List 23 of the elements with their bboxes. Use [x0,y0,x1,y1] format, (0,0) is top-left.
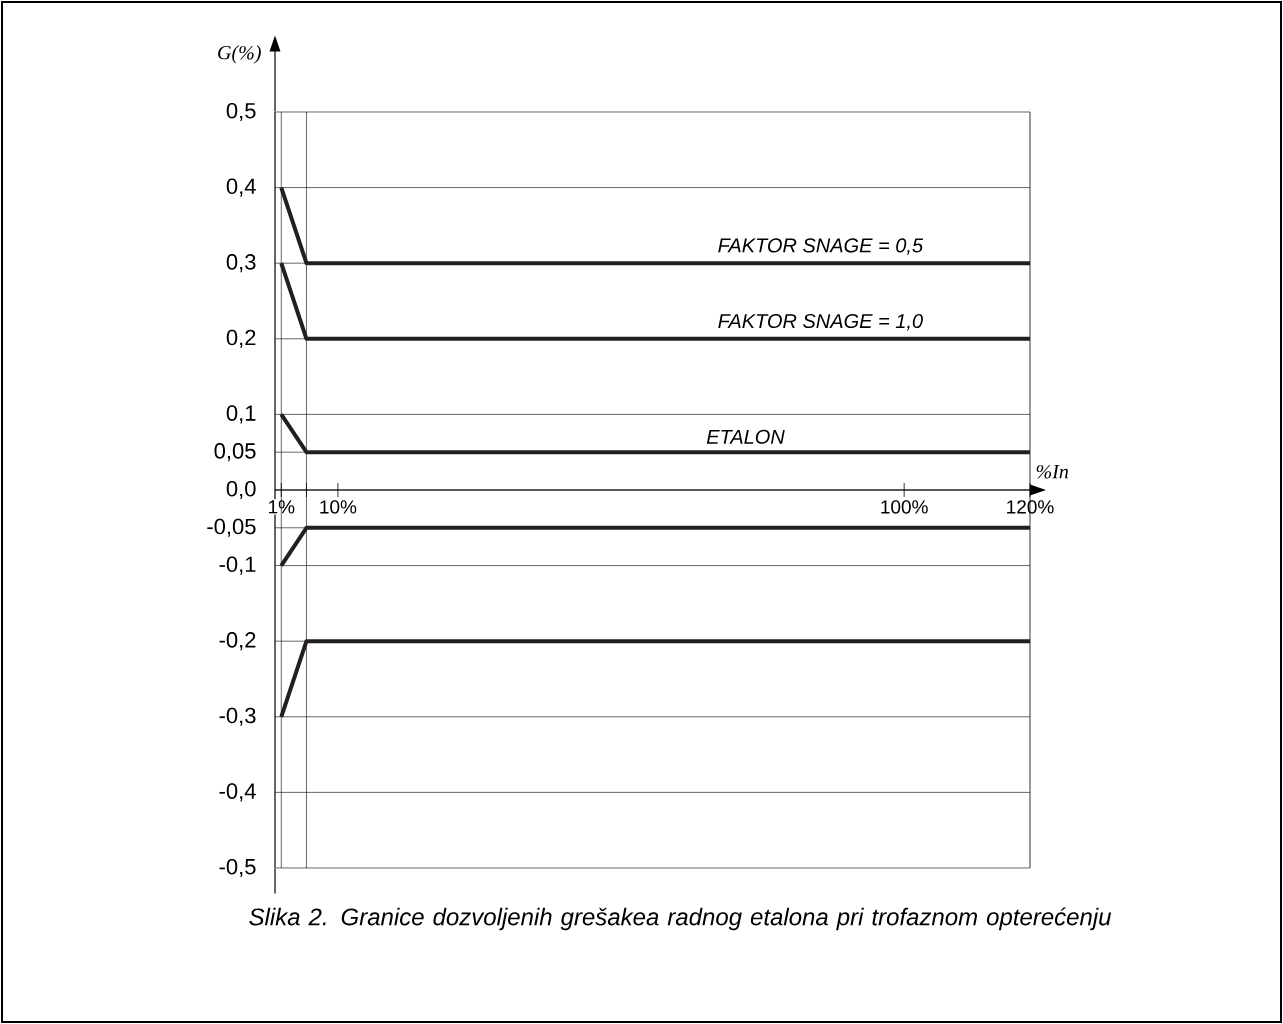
y-tick-label: -0,3 [219,707,256,726]
y-tick-label: 0,5 [226,102,256,122]
x-tick-label: 1% [269,500,295,514]
x-tick-label: 10% [320,500,357,514]
y-tick-label: -0,2 [219,632,256,651]
y-tick-label: -0,5 [219,858,256,878]
y-tick-label: -0,4 [219,783,256,802]
y-tick-label: -0,1 [219,556,256,575]
y-tick-label: 0,3 [226,254,256,273]
x-axis-title: %In [1036,464,1069,479]
text: Slika 2. Granice dozvoljenih grešakea radnog etalona pri trofaznom opterećenju [249,907,1112,931]
series-label: FAKTOR SNAGE = 0,5 [718,238,924,255]
series-label: ETALON [706,429,785,444]
y-tick-label: -0,05 [207,518,256,537]
y-tick-label: 0,4 [226,178,256,197]
y-tick-label: 0,1 [226,405,256,424]
series-label: FAKTOR SNAGE = 1,0 [718,313,923,331]
x-tick-label: 120% [1007,500,1054,514]
y-tick-label: 0,05 [214,443,256,462]
x-tick-label: 100% [881,500,928,514]
y-tick-label: 0,2 [226,329,256,348]
y-axis-title: G(%) [218,45,261,64]
y-tick-label: 0,0 [226,480,256,500]
